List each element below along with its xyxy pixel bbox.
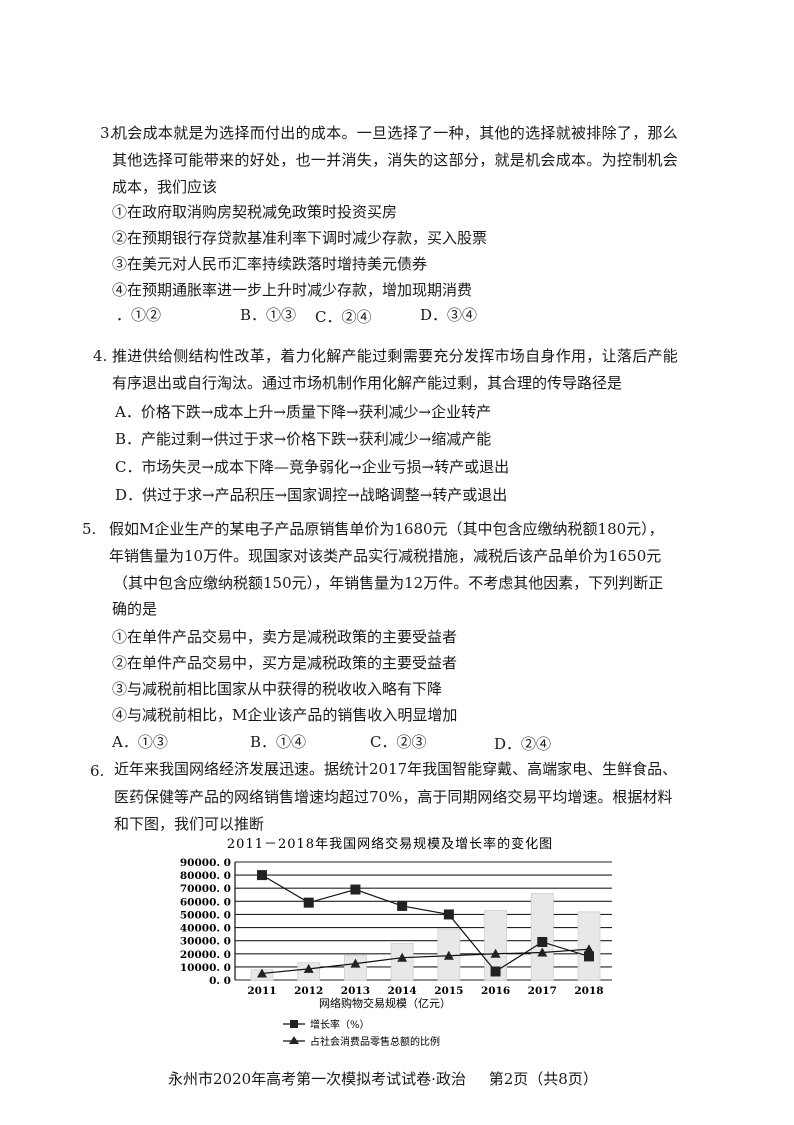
retail-share-point [350, 958, 361, 968]
option-c[interactable]: C．②③ [370, 733, 427, 751]
x-tick-label: 2011 [247, 985, 276, 997]
growth-rate-point [257, 870, 267, 881]
y-tick-label: 10000. 0 [180, 962, 231, 974]
bar [484, 910, 507, 981]
question-stem-line: 医药保健等产品的网络销售增速均超过70%，高于同期网络交易平均增速。根据材料 [114, 788, 673, 806]
y-tick-label: 70000. 0 [180, 883, 231, 895]
option-d[interactable]: D．供过于求→产品积压→国家调控→战略调整→转产或退出 [115, 486, 508, 504]
x-tick-label: 2012 [294, 985, 323, 997]
statement: ②在预期银行存贷款基准利率下调时减少存款，买入股票 [112, 229, 488, 247]
statement: ③与减税前相比国家从中获得的税收收入略有下降 [112, 680, 443, 698]
question-number: 3. [100, 124, 115, 142]
question-stem-line: 和下图，我们可以推断 [114, 815, 265, 833]
question-stem-line: 其他选择可能带来的好处，也一并消失，消失的这部分，就是机会成本。为控制机会 [112, 151, 679, 169]
y-tick-label: 50000. 0 [180, 909, 231, 921]
option-d[interactable]: D．③④ [420, 306, 478, 324]
retail-share-line [261, 948, 590, 975]
y-tick-label: 0. 0 [209, 975, 231, 987]
question-stem-line: 假如M企业生产的某电子产品原销售单价为1680元（其中包含应缴纳税额180元）， [109, 520, 664, 538]
statement: ①在单件产品交易中，卖方是减税政策的主要受益者 [112, 628, 458, 646]
y-tick-label: 30000. 0 [180, 936, 231, 948]
retail-share-point [303, 963, 314, 973]
question-stem-line: 年销售量为10万件。现国家对该类产品实行减税措施，减税后该产品单价为1650元 [109, 547, 662, 565]
option-b[interactable]: B．产能过剩→供过于求→价格下跌→获利减少→缩减产能 [115, 430, 492, 448]
x-tick-label: 2013 [341, 985, 370, 997]
x-tick-label: 2014 [388, 985, 417, 997]
retail-share-point [397, 952, 408, 962]
question-number: 5. [82, 520, 97, 538]
question-stem-line: 近年来我国网络经济发展迅速。据统计2017年我国智能穿戴、高端家电、生鲜食品、 [114, 760, 678, 778]
question-stem-line: 机会成本就是为选择而付出的成本。一旦选择了一种，其他的选择就被排除了，那么 [112, 124, 679, 142]
exam-title: 永州市2020年高考第一次模拟考试试卷·政治 [168, 1070, 466, 1088]
y-tick-label: 90000. 0 [180, 857, 231, 869]
option-a[interactable]: ．①② [116, 306, 162, 324]
question-stem-line: （其中包含应缴纳税额150元），年销售量为12万件。不考虑其他因素，下列判断正 [113, 574, 664, 592]
question-number: 6. [90, 762, 105, 780]
option-a[interactable]: A．价格下跌→成本上升→质量下降→获利减少→企业转产 [115, 403, 492, 421]
retail-share-point [537, 947, 548, 957]
y-tick-label: 20000. 0 [180, 949, 231, 961]
statement: ②在单件产品交易中，买方是减税政策的主要受益者 [112, 654, 458, 672]
legend-square-marker [290, 1020, 298, 1028]
growth-rate-point [303, 897, 314, 908]
question-stem-line: 有序退出或自行淘汰。通过市场机制作用化解产能过剩，其合理的传导路径是 [112, 374, 623, 392]
statement: ④与减税前相比，M企业该产品的销售收入明显增加 [112, 706, 458, 724]
chart-title: 2011－2018年我国网络交易规模及增长率的变化图 [227, 836, 553, 852]
retail-share-point [443, 950, 454, 960]
question-stem-line: 成本，我们应该 [112, 178, 218, 196]
option-a[interactable]: A．①③ [112, 733, 168, 751]
option-c[interactable]: C．市场失灵→成本下降—竞争弱化→企业亏损→转产或退出 [115, 458, 510, 476]
growth-rate-point [584, 951, 594, 962]
retail-share-point [584, 944, 594, 954]
option-c[interactable]: C．②④ [315, 308, 372, 326]
option-b[interactable]: B．①④ [250, 733, 307, 751]
y-tick-label: 80000. 0 [180, 870, 231, 882]
statement: ①在政府取消购房契税减免政策时投资买房 [112, 203, 398, 221]
page-number: 第2页（共8页） [488, 1070, 598, 1088]
footer: 永州市2020年高考第一次模拟考试试卷·政治 第2页（共8页） [168, 1068, 598, 1089]
growth-rate-point [537, 936, 548, 947]
legend-triangle-marker [289, 1036, 299, 1044]
x-axis-title: 网络购物交易规模（亿元） [319, 996, 451, 1010]
question-number: 4. [93, 347, 108, 365]
growth-rate-point [490, 966, 501, 977]
legend-label-retail-share: 占社会消费品零售总额的比例 [310, 1035, 440, 1048]
y-tick-label: 40000. 0 [180, 923, 231, 935]
growth-rate-point [397, 900, 408, 911]
option-b[interactable]: B．①③ [240, 306, 297, 324]
x-tick-label: 2018 [574, 985, 603, 997]
retail-share-point [490, 948, 501, 958]
bar [530, 893, 554, 981]
question-stem-line: 推进供给侧结构性改革，着力化解产能过剩需要充分发挥市场自身作用，让落后产能 [112, 347, 679, 365]
question-stem-line: 确的是 [112, 600, 158, 618]
statement: ④在预期通胀率进一步上升时减少存款，增加现期消费 [112, 281, 473, 299]
legend: 增长率（%） 占社会消费品零售总额的比例 [283, 1018, 440, 1048]
x-tick-label: 2017 [528, 985, 557, 997]
growth-rate-point [443, 909, 454, 920]
option-d[interactable]: D．②④ [494, 735, 552, 753]
growth-rate-point [350, 884, 361, 895]
legend-label-growth-rate: 增长率（%） [310, 1018, 370, 1031]
y-tick-label: 60000. 0 [180, 896, 231, 908]
growth-rate-line [261, 874, 590, 973]
statement: ③在美元对人民币汇率持续跌落时增持美元债券 [112, 255, 428, 273]
x-tick-label: 2016 [481, 985, 510, 997]
x-tick-label: 2015 [434, 985, 463, 997]
retail-share-point [257, 968, 267, 978]
